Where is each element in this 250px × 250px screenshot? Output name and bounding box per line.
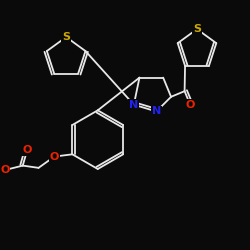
Text: S: S [193, 24, 201, 34]
Text: O: O [22, 145, 32, 155]
Text: N: N [129, 100, 138, 110]
Text: N: N [152, 106, 161, 117]
Text: S: S [62, 32, 70, 42]
Text: O: O [0, 165, 10, 175]
Text: O: O [50, 152, 59, 162]
Text: O: O [186, 100, 195, 110]
